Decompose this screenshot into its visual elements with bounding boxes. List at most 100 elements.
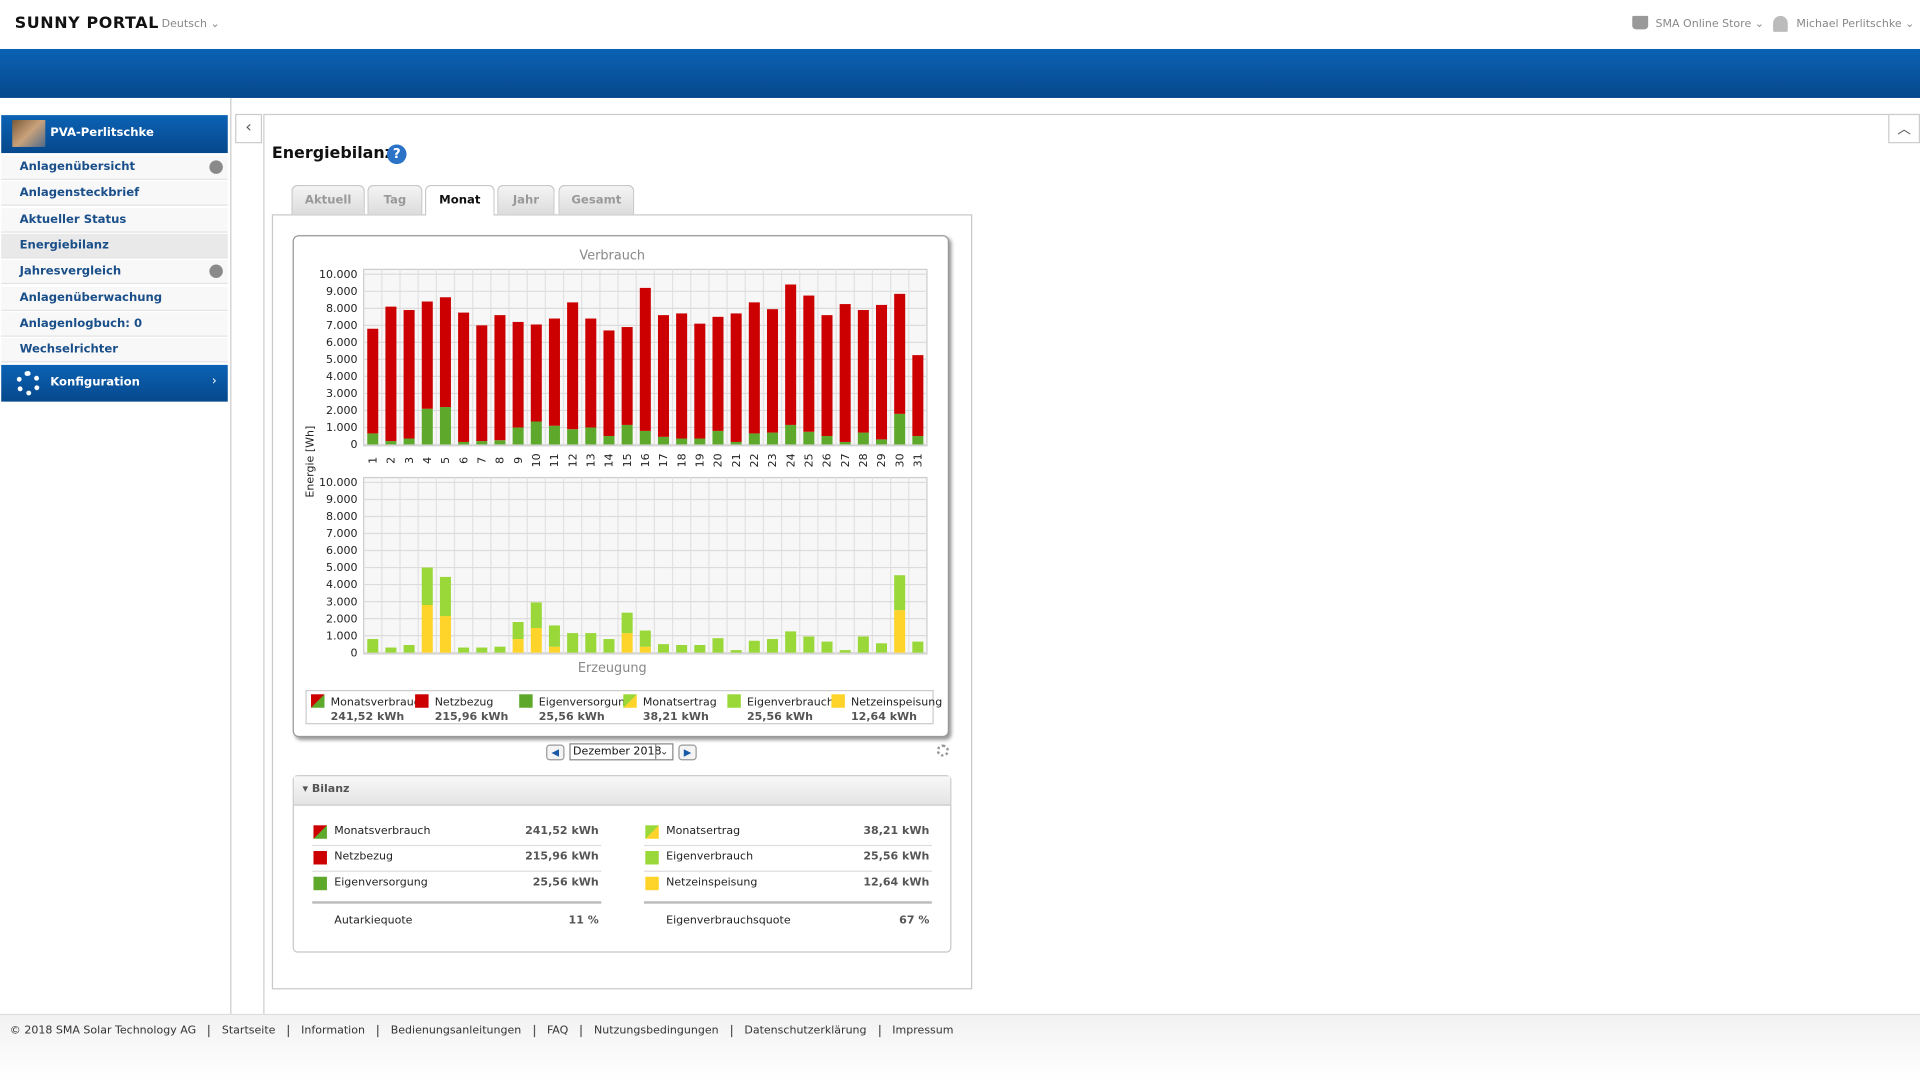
bar-segment	[731, 313, 742, 442]
menu-label[interactable]: Anlagenüberwachung	[20, 291, 163, 304]
bilanz-swatch	[313, 851, 326, 864]
legend-total: 241,52 kWh	[331, 710, 405, 723]
y-tick-label: 3.000	[326, 387, 358, 400]
menu-item[interactable]: Wechselrichter	[1, 338, 228, 362]
bar-segment	[731, 650, 742, 653]
x-tick-label: 10	[530, 453, 543, 467]
menu-item[interactable]: Jahresvergleich	[1, 260, 228, 284]
footer-link[interactable]: FAQ	[533, 1025, 580, 1037]
bar-segment	[585, 319, 596, 428]
bilanz-title[interactable]: ▾ Bilanz	[302, 784, 349, 796]
bar-segment	[694, 324, 705, 439]
menu-label[interactable]: Aktueller Status	[20, 213, 127, 226]
legend-total: 215,96 kWh	[435, 710, 509, 723]
menu-label[interactable]: Jahresvergleich	[20, 265, 122, 278]
plant-header[interactable]: PVA-Perlitschke	[1, 115, 228, 153]
bar-segment	[767, 433, 778, 445]
bar-segment	[785, 631, 796, 652]
menu-item[interactable]: Anlagensteckbrief	[1, 182, 228, 206]
y-tick-label: 0	[351, 438, 358, 451]
help-icon[interactable]: ?	[387, 144, 407, 164]
footer-link[interactable]: Datenschutzerklärung	[731, 1025, 879, 1037]
bar-segment	[694, 439, 705, 445]
bilanz-label: Eigenversorgung	[334, 871, 427, 897]
tab[interactable]: Aktuell	[291, 185, 364, 214]
y-tick-label: 4.000	[326, 578, 358, 591]
bilanz-header[interactable]: ▾ Bilanz	[294, 776, 950, 805]
bilanz-swatch	[645, 825, 658, 838]
tab[interactable]: Tag	[367, 185, 422, 214]
bar-segment	[712, 638, 723, 652]
x-tick-label: 11	[548, 453, 561, 467]
plant-name[interactable]: PVA-Perlitschke	[50, 126, 154, 139]
globe-icon	[209, 160, 222, 173]
x-tick-label: 12	[566, 453, 579, 467]
menu-label[interactable]: Wechselrichter	[20, 343, 118, 356]
menu-item[interactable]: Energiebilanz	[1, 234, 228, 258]
y-tick-label: 6.000	[326, 544, 358, 557]
menu-label[interactable]: Energiebilanz	[20, 239, 109, 252]
user-name[interactable]: Michael Perlitschke	[1796, 18, 1901, 30]
gear-icon	[16, 371, 40, 395]
bilanz-value: 25,56 kWh	[452, 871, 599, 897]
x-tick-label: 21	[730, 453, 743, 467]
language[interactable]: Deutsch ⌄	[162, 18, 220, 30]
logo[interactable]: SUNNY PORTAL	[15, 15, 159, 33]
next-button[interactable]: ▶	[678, 744, 696, 760]
x-tick-label: 9	[512, 457, 525, 464]
bar-segment	[894, 414, 905, 445]
store-link[interactable]: SMA Online Store ⌄	[1656, 18, 1764, 30]
x-tick-label: 5	[439, 457, 452, 464]
bar-segment	[876, 643, 887, 652]
user-menu[interactable]: Michael Perlitschke ⌄	[1796, 18, 1914, 30]
bar-segment	[803, 296, 814, 432]
menu-item[interactable]: Anlagenlogbuch: 0	[1, 312, 228, 336]
bilanz-swatch	[313, 877, 326, 890]
footer-link[interactable]: Startseite	[208, 1025, 287, 1037]
collapse-button[interactable]: ‹	[235, 114, 262, 143]
bilanz-value: 25,56 kWh	[782, 845, 929, 871]
bar-segment	[821, 436, 832, 445]
menu-label[interactable]: Anlagenlogbuch: 0	[20, 317, 143, 330]
bar-segment	[640, 631, 651, 647]
tab[interactable]: Monat	[425, 185, 495, 216]
bilanz-title-text[interactable]: Bilanz	[312, 784, 350, 796]
menu-label[interactable]: Anlagenübersicht	[20, 160, 136, 173]
menu-item[interactable]: Aktueller Status	[1, 208, 228, 232]
select-arrow[interactable]: ⌄	[655, 744, 672, 759]
scroll-top-button[interactable]: ︿	[1888, 114, 1920, 143]
footer-link[interactable]: Impressum	[879, 1025, 966, 1037]
bar-segment	[821, 315, 832, 436]
x-tick-label: 8	[494, 457, 507, 464]
bilanz-label: Netzbezug	[334, 845, 393, 871]
x-tick-label: 23	[766, 453, 779, 467]
y-tick-label: 3.000	[326, 595, 358, 608]
config-label[interactable]: Konfiguration	[50, 376, 140, 389]
menu-item[interactable]: Anlagenübersicht	[1, 156, 228, 180]
y-tick-label: 7.000	[326, 319, 358, 332]
footer-link[interactable]: Information	[288, 1025, 378, 1037]
period-select[interactable]: Dezember 2018 ⌄	[569, 743, 673, 760]
menu-label[interactable]: Anlagensteckbrief	[20, 186, 140, 199]
bar-segment	[385, 441, 396, 444]
prev-button[interactable]: ◀	[546, 744, 564, 760]
settings-icon[interactable]	[937, 744, 949, 756]
bar-segment	[876, 305, 887, 439]
bar-segment	[494, 440, 505, 444]
language-label[interactable]: Deutsch	[162, 18, 207, 30]
period-label[interactable]: Dezember 2018	[573, 746, 661, 758]
x-tick-label: 25	[803, 453, 816, 467]
menu-item[interactable]: Anlagenüberwachung	[1, 286, 228, 310]
tab[interactable]: Gesamt	[558, 185, 634, 214]
legend-total: 25,56 kWh	[747, 710, 813, 723]
tab[interactable]: Jahr	[497, 185, 555, 214]
bar-segment	[567, 633, 578, 653]
config-item[interactable]: Konfiguration ›	[1, 365, 228, 402]
y-tick-label: 1.000	[326, 421, 358, 434]
store-label[interactable]: SMA Online Store	[1656, 18, 1752, 30]
x-tick-label: 1	[366, 457, 379, 464]
footer-link[interactable]: Nutzungsbedingungen	[581, 1025, 731, 1037]
footer-link[interactable]: Bedienungsanleitungen	[377, 1025, 533, 1037]
bar-segment	[367, 329, 378, 434]
bar-segment	[894, 294, 905, 414]
